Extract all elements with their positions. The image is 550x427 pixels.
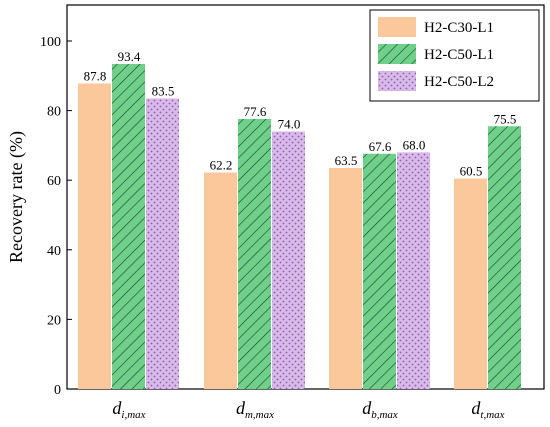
bar-h2-c50-l2 bbox=[397, 152, 430, 389]
plot-frame bbox=[66, 4, 545, 390]
x-axis-labels: di,max dm,max db,max dt,max bbox=[112, 398, 504, 421]
x-category-label: dt,max bbox=[471, 398, 504, 421]
legend-swatch bbox=[378, 44, 416, 64]
y-tick-label: 80 bbox=[47, 105, 61, 120]
y-tick-label: 40 bbox=[47, 244, 61, 259]
legend-entry-label: H2-C50-L1 bbox=[424, 47, 494, 63]
legend-entry-label: H2-C50-L2 bbox=[424, 74, 494, 90]
data-label: 68.0 bbox=[403, 137, 426, 152]
data-label: 83.5 bbox=[152, 83, 175, 98]
y-axis-ticks: 0 20 40 60 80 100 bbox=[40, 35, 72, 398]
bar-h2-c50-l2 bbox=[272, 131, 305, 390]
bar-h2-c50-l1 bbox=[488, 126, 521, 389]
x-category-label: db,max bbox=[362, 398, 398, 421]
y-tick-label: 0 bbox=[54, 383, 61, 398]
data-label: 77.6 bbox=[244, 104, 267, 119]
y-tick-label: 60 bbox=[47, 174, 61, 189]
data-label: 74.0 bbox=[278, 116, 301, 131]
x-category-label: di,max bbox=[112, 398, 145, 421]
bar-h2-c50-l1 bbox=[112, 63, 145, 390]
y-tick-label: 20 bbox=[47, 313, 61, 328]
bar-h2-c50-l1 bbox=[238, 118, 271, 390]
legend-swatch bbox=[378, 71, 416, 91]
data-label: 75.5 bbox=[494, 111, 517, 126]
data-label: 63.5 bbox=[335, 153, 358, 168]
bar-h2-c50-l2 bbox=[146, 98, 179, 390]
bars-group bbox=[78, 63, 521, 390]
y-tick-label: 100 bbox=[40, 35, 61, 50]
bar-h2-c30-l1 bbox=[329, 168, 362, 389]
data-label: 67.6 bbox=[369, 139, 392, 154]
bar-h2-c30-l1 bbox=[78, 83, 111, 390]
bar-h2-c50-l1 bbox=[363, 153, 396, 389]
bar-h2-c30-l1 bbox=[454, 178, 487, 389]
x-category-label: dm,max bbox=[236, 398, 274, 421]
legend-swatch bbox=[378, 17, 416, 37]
legend: H2-C30-L1 H2-C50-L1 H2-C50-L2 bbox=[369, 9, 540, 102]
data-label: 93.4 bbox=[118, 49, 141, 64]
legend-entry-label: H2-C30-L1 bbox=[424, 20, 494, 36]
y-axis-title: Recovery rate (%) bbox=[6, 131, 27, 263]
data-label: 60.5 bbox=[460, 163, 483, 178]
bar-h2-c30-l1 bbox=[204, 172, 237, 389]
value-labels: 87.8 93.4 83.5 62.2 77.6 74.0 63.5 67.6 68.0 60.5… bbox=[84, 49, 517, 178]
data-label: 62.2 bbox=[210, 158, 233, 173]
data-label: 87.8 bbox=[84, 68, 107, 83]
